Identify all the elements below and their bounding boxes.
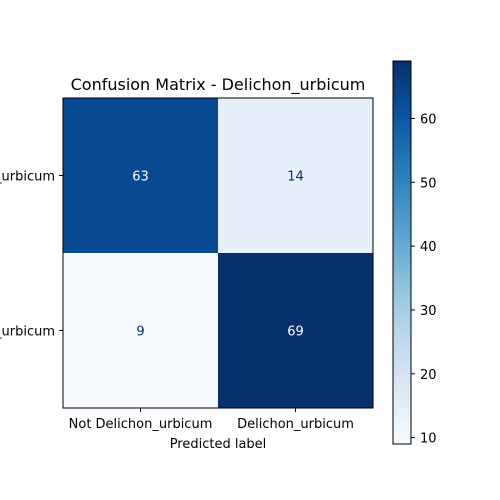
chart-title: Confusion Matrix - Delichon_urbicum bbox=[71, 75, 366, 95]
cell-label-0-0: 63 bbox=[132, 170, 149, 185]
cell-1-0 bbox=[63, 253, 218, 408]
y-axis-ticks: Not Delichon_urbicum Delichon_urbicum bbox=[0, 170, 63, 340]
colorbar-ticks: 10 20 30 40 50 60 bbox=[411, 112, 437, 447]
x-axis-label: Predicted label bbox=[170, 437, 267, 452]
y-tick-label-1: Delichon_urbicum bbox=[0, 325, 55, 340]
colorbar bbox=[392, 60, 412, 445]
colorbar-tick-label-1: 20 bbox=[420, 368, 437, 383]
x-axis-ticks: Not Delichon_urbicum Delichon_urbicum bbox=[69, 408, 354, 432]
x-tick-label-1: Delichon_urbicum bbox=[237, 417, 354, 432]
cell-label-1-1: 69 bbox=[287, 325, 304, 340]
matrix-cells: 63 14 9 69 bbox=[63, 98, 373, 408]
cell-0-1 bbox=[218, 98, 373, 253]
colorbar-tick-label-2: 30 bbox=[420, 304, 437, 319]
colorbar-tick-label-0: 10 bbox=[420, 432, 437, 447]
plot-frame bbox=[62, 97, 374, 409]
colorbar-tick-label-5: 60 bbox=[420, 112, 437, 127]
cell-label-0-1: 14 bbox=[287, 170, 304, 185]
y-tick-label-0: Not Delichon_urbicum bbox=[0, 170, 55, 185]
x-tick-label-0: Not Delichon_urbicum bbox=[69, 417, 213, 432]
cell-1-1 bbox=[218, 253, 373, 408]
cell-0-0 bbox=[63, 98, 218, 253]
colorbar-tick-label-4: 50 bbox=[420, 176, 437, 191]
colorbar-tick-label-3: 40 bbox=[420, 240, 437, 255]
cell-label-1-0: 9 bbox=[136, 325, 144, 340]
